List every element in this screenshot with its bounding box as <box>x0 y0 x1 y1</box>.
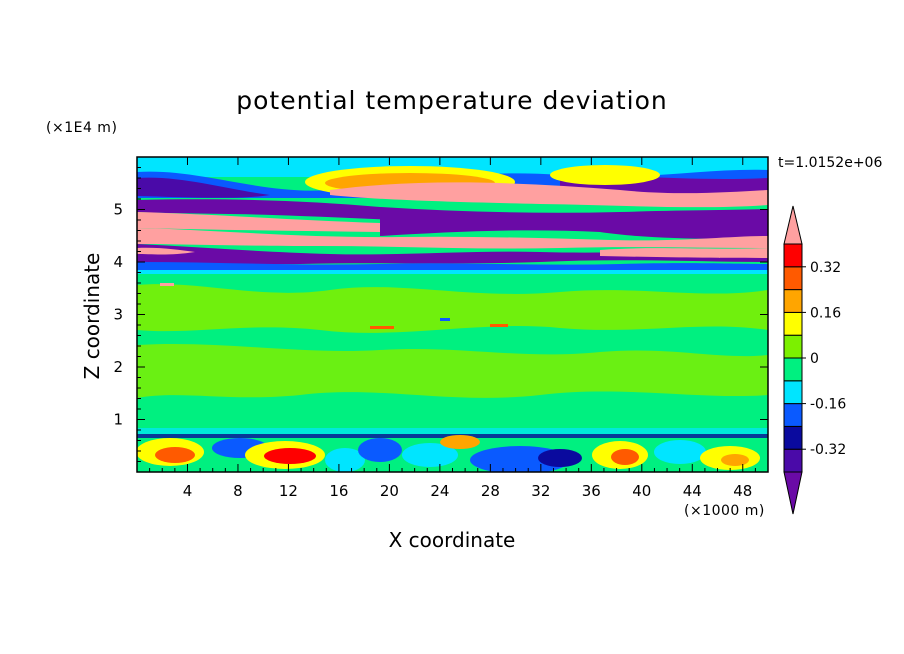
colorbar-label: -0.16 <box>810 397 846 413</box>
time-label: t=1.0152e+06 <box>778 155 883 171</box>
colorbar-label: 0 <box>810 351 819 367</box>
x-tick-label: 20 <box>380 482 399 500</box>
x-axis-unit: (×1000 m) <box>684 503 765 519</box>
colorbar-label: 0.32 <box>810 260 841 276</box>
y-axis-unit: (×1E4 m) <box>46 120 118 136</box>
colorbar-under-triangle <box>783 471 803 515</box>
colorbar-box <box>783 266 803 291</box>
colorbar: 0.32 0.16 0 -0.16 -0.32 <box>783 205 846 515</box>
colorbar-label: 0.16 <box>810 305 841 321</box>
x-tick-label: 48 <box>733 482 752 500</box>
colorbar-box <box>783 311 803 336</box>
colorbar-over-triangle <box>783 205 803 245</box>
colorbar-box <box>783 289 803 313</box>
y-tick-label: 5 <box>113 201 123 219</box>
heatmap-field <box>137 157 768 472</box>
x-tick-label: 32 <box>531 482 550 500</box>
y-tick-label: 1 <box>113 411 123 429</box>
x-tick-label: 24 <box>430 482 449 500</box>
colorbar-box <box>783 357 803 382</box>
x-tick-label: 8 <box>233 482 243 500</box>
y-tick-label: 4 <box>113 253 123 271</box>
y-ticks: 1 2 3 4 5 <box>113 167 768 462</box>
chart-title: potential temperature deviation <box>236 86 668 115</box>
colorbar-label: -0.32 <box>810 442 846 458</box>
x-tick-label: 40 <box>632 482 651 500</box>
x-ticks: 4 8 12 16 20 24 28 32 36 40 44 48 <box>149 157 756 500</box>
x-tick-label: 44 <box>683 482 702 500</box>
colorbar-box <box>783 380 803 405</box>
x-axis-label: X coordinate <box>388 528 516 552</box>
colorbar-box <box>783 243 803 268</box>
colorbar-box <box>783 403 803 427</box>
y-tick-label: 3 <box>113 306 123 324</box>
x-tick-label: 36 <box>582 482 601 500</box>
y-tick-label: 2 <box>113 358 123 376</box>
x-tick-label: 28 <box>481 482 500 500</box>
colorbar-box <box>783 425 803 450</box>
colorbar-box <box>783 448 803 473</box>
x-tick-label: 4 <box>183 482 193 500</box>
x-tick-label: 12 <box>279 482 298 500</box>
colorbar-box <box>783 334 803 359</box>
x-tick-label: 16 <box>329 482 348 500</box>
